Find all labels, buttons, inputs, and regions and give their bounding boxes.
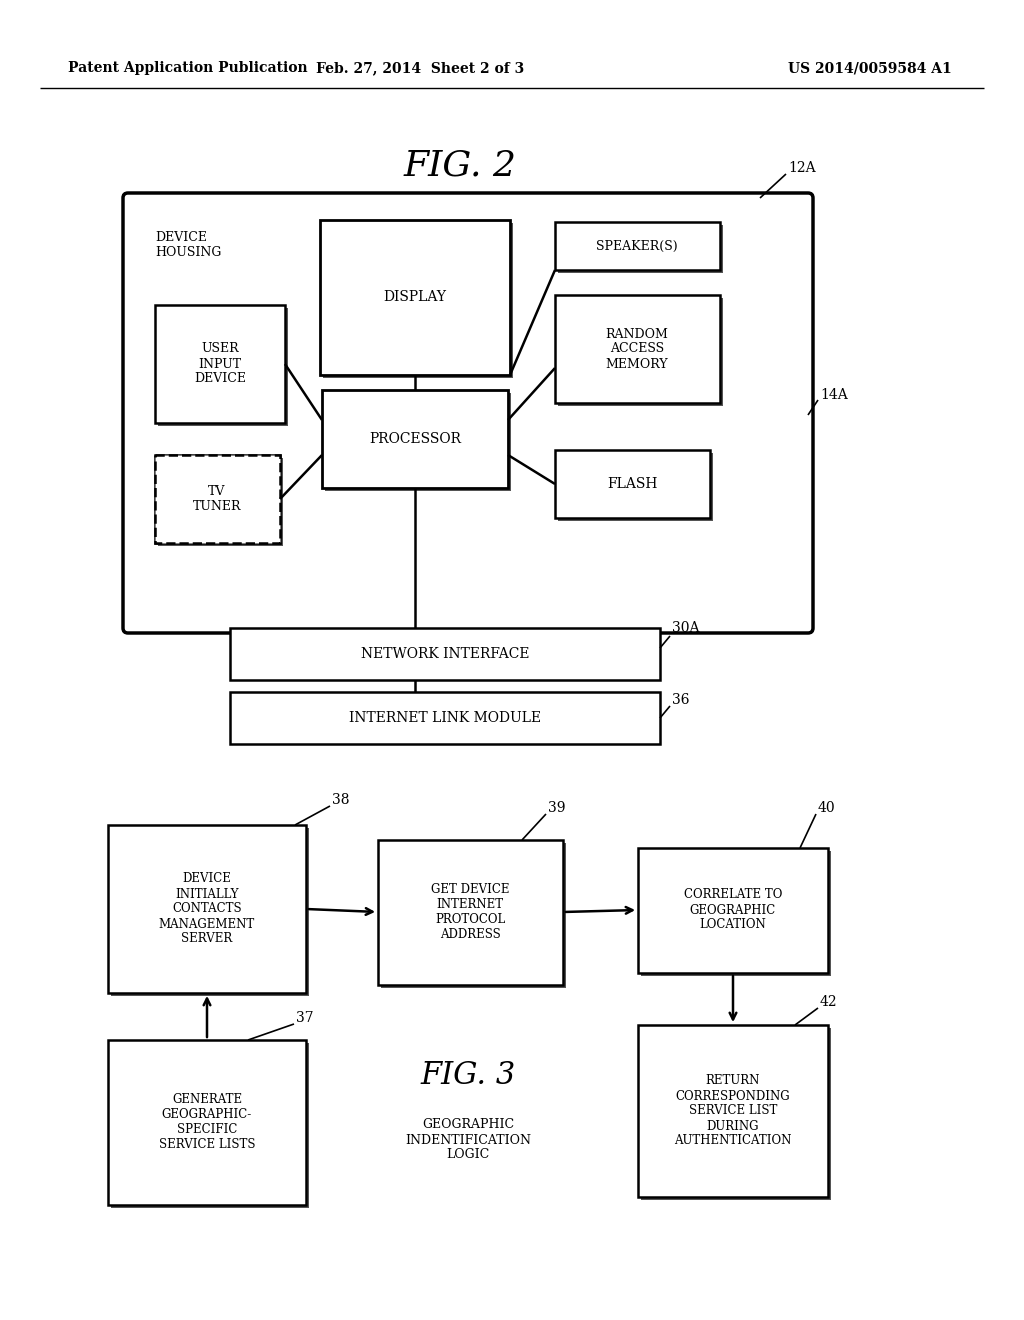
Bar bbox=[378, 840, 563, 985]
Bar bbox=[558, 224, 723, 273]
Text: DEVICE
HOUSING: DEVICE HOUSING bbox=[155, 231, 221, 259]
Bar bbox=[322, 389, 508, 488]
Bar bbox=[638, 1026, 828, 1197]
Bar bbox=[555, 222, 720, 271]
Text: Patent Application Publication: Patent Application Publication bbox=[68, 61, 307, 75]
Bar bbox=[158, 458, 283, 546]
Text: DEVICE
INITIALLY
CONTACTS
MANAGEMENT
SERVER: DEVICE INITIALLY CONTACTS MANAGEMENT SER… bbox=[159, 873, 255, 945]
Text: NETWORK INTERFACE: NETWORK INTERFACE bbox=[360, 647, 529, 661]
Bar bbox=[155, 305, 285, 422]
Text: INTERNET LINK MODULE: INTERNET LINK MODULE bbox=[349, 711, 541, 725]
Text: FIG. 3: FIG. 3 bbox=[421, 1060, 516, 1090]
Bar bbox=[325, 393, 511, 491]
Text: CORRELATE TO
GEOGRAPHIC
LOCATION: CORRELATE TO GEOGRAPHIC LOCATION bbox=[684, 888, 782, 932]
Text: TV
TUNER: TV TUNER bbox=[193, 484, 242, 513]
Text: RETURN
CORRESPONDING
SERVICE LIST
DURING
AUTHENTICATION: RETURN CORRESPONDING SERVICE LIST DURING… bbox=[675, 1074, 792, 1147]
Bar bbox=[230, 628, 660, 680]
Text: 42: 42 bbox=[820, 995, 838, 1008]
Bar bbox=[155, 455, 280, 543]
Text: 38: 38 bbox=[332, 793, 349, 807]
Bar bbox=[108, 1040, 306, 1205]
Text: 12A: 12A bbox=[788, 161, 816, 176]
Text: DISPLAY: DISPLAY bbox=[384, 290, 446, 304]
FancyBboxPatch shape bbox=[123, 193, 813, 634]
Bar bbox=[111, 1043, 309, 1208]
Text: 40: 40 bbox=[818, 801, 836, 814]
Text: 14A: 14A bbox=[820, 388, 848, 403]
Text: 39: 39 bbox=[548, 801, 565, 814]
Bar bbox=[111, 828, 309, 997]
Text: 36: 36 bbox=[672, 693, 689, 708]
Bar bbox=[638, 847, 828, 973]
Bar bbox=[558, 298, 723, 407]
Text: Feb. 27, 2014  Sheet 2 of 3: Feb. 27, 2014 Sheet 2 of 3 bbox=[315, 61, 524, 75]
Text: GEOGRAPHIC
INDENTIFICATION
LOGIC: GEOGRAPHIC INDENTIFICATION LOGIC bbox=[406, 1118, 531, 1162]
Bar bbox=[555, 450, 710, 517]
Bar bbox=[323, 223, 513, 378]
Text: RANDOM
ACCESS
MEMORY: RANDOM ACCESS MEMORY bbox=[605, 327, 669, 371]
Text: USER
INPUT
DEVICE: USER INPUT DEVICE bbox=[194, 342, 246, 385]
Bar bbox=[381, 843, 566, 987]
Bar bbox=[319, 220, 510, 375]
Bar bbox=[155, 455, 280, 543]
Bar bbox=[108, 825, 306, 993]
Bar bbox=[555, 294, 720, 403]
Text: 37: 37 bbox=[296, 1011, 313, 1026]
Text: GET DEVICE
INTERNET
PROTOCOL
ADDRESS: GET DEVICE INTERNET PROTOCOL ADDRESS bbox=[431, 883, 509, 941]
Text: 30A: 30A bbox=[672, 620, 699, 635]
Bar bbox=[558, 453, 713, 521]
Text: US 2014/0059584 A1: US 2014/0059584 A1 bbox=[788, 61, 952, 75]
Bar bbox=[230, 692, 660, 744]
Text: PROCESSOR: PROCESSOR bbox=[369, 432, 461, 446]
Text: GENERATE
GEOGRAPHIC-
SPECIFIC
SERVICE LISTS: GENERATE GEOGRAPHIC- SPECIFIC SERVICE LI… bbox=[159, 1093, 255, 1151]
Bar bbox=[158, 308, 288, 426]
Text: SPEAKER(S): SPEAKER(S) bbox=[596, 239, 678, 252]
Bar bbox=[641, 851, 831, 975]
Text: FLASH: FLASH bbox=[607, 477, 657, 491]
Text: FIG. 2: FIG. 2 bbox=[403, 148, 516, 182]
Bar bbox=[641, 1028, 831, 1200]
